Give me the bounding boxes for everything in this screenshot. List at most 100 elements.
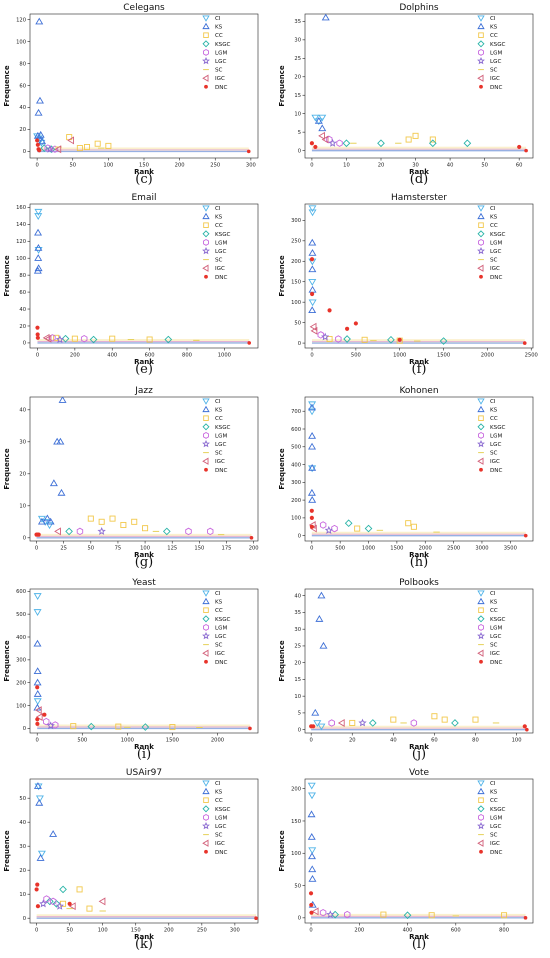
data-point-dnc: [67, 901, 72, 906]
legend-label: CI: [215, 206, 221, 212]
y-tick-label: 80: [19, 61, 26, 67]
data-point-ksgc: [377, 139, 385, 148]
data-point-dnc: [353, 321, 358, 326]
y-axis-label: Frequence: [3, 830, 11, 871]
data-point-ci: [35, 795, 44, 803]
x-tick-label: 600: [145, 353, 155, 359]
x-tick-label: 25: [60, 546, 67, 552]
data-point-dnc: [34, 887, 39, 892]
legend-label: KSGC: [215, 807, 231, 813]
legend-marker-igc: [477, 457, 484, 465]
data-point-cc: [428, 912, 435, 919]
data-point-lgc: [358, 718, 367, 727]
legend-label: KS: [490, 25, 498, 31]
legend-label: SC: [490, 833, 498, 839]
legend-marker-igc: [477, 649, 484, 657]
legend-label: DNC: [490, 660, 502, 666]
legend-label: SC: [215, 643, 223, 649]
legend: CI KS CC KSGC LGM LGC SC IGC DNC: [477, 398, 506, 474]
dnc-tail-point: [246, 149, 251, 154]
x-tick-label: 50: [481, 163, 488, 169]
legend-label: KS: [215, 215, 223, 221]
data-point-ks: [321, 14, 330, 21]
legend-label: CC: [215, 798, 223, 804]
data-point-cc: [53, 334, 60, 341]
x-tick-label: 100: [140, 546, 150, 552]
data-point-ksgc: [439, 337, 448, 345]
legend-marker-ci: [477, 590, 485, 597]
legend-marker-cc: [478, 222, 484, 228]
chart-j: Polbooks 0 20 40 60 80 100 0 5 10 15 20 25 30 35 40 Rank…: [278, 578, 534, 751]
y-tick-label: 200: [291, 259, 301, 265]
legend-marker-dnc: [204, 849, 208, 854]
y-tick-label: 100: [291, 300, 301, 306]
data-point-ks: [307, 810, 316, 818]
chart-k: USAir97 0 50 100 150 200 250 300 0 10 20 30 40 50 Rank…: [3, 768, 259, 941]
y-tick-label: 40: [19, 105, 26, 111]
legend-marker-lgm: [203, 238, 209, 246]
data-point-dnc: [313, 144, 318, 150]
chart-title: Vote: [409, 768, 429, 778]
data-point-cc: [380, 911, 387, 918]
x-tick-label: 0: [35, 546, 38, 552]
legend-label: CC: [490, 798, 498, 804]
plot-frame: [304, 778, 534, 924]
x-tick-label: 20: [349, 738, 356, 744]
panel-caption: (f): [411, 362, 427, 377]
legend-marker-igc: [477, 74, 484, 82]
data-point-ks: [307, 488, 316, 496]
data-area: [33, 208, 252, 345]
data-point-igc: [337, 718, 345, 727]
x-tick-label: 1500: [437, 353, 450, 359]
x-tick-label: 200: [354, 928, 364, 934]
y-tick-label: 600: [291, 427, 301, 433]
data-point-igc: [68, 902, 76, 911]
dnc-tail-point: [524, 148, 528, 153]
legend-label: CI: [490, 206, 496, 212]
legend-label: LGM: [490, 240, 502, 246]
panel-caption: (c): [135, 172, 153, 187]
data-point-cc: [431, 713, 438, 720]
plot-frame: [304, 588, 534, 734]
data-point-dnc: [311, 724, 316, 729]
data-point-cc: [131, 518, 138, 525]
data-point-ks: [35, 17, 44, 25]
data-point-ks: [308, 249, 317, 256]
legend-marker-lgc: [477, 246, 485, 255]
data-point-lgc: [39, 899, 48, 908]
x-tick-label: 0: [35, 163, 38, 169]
data-point-lgc: [45, 144, 55, 153]
data-point-lgm: [331, 524, 338, 533]
legend-label: IGC: [215, 651, 225, 657]
legend-label: SC: [490, 451, 498, 457]
y-axis-label: Frequence: [278, 830, 286, 871]
data-area: [33, 17, 251, 154]
x-tick-label: 40: [447, 163, 454, 169]
legend: CI KS CC KSGC LGM LGC SC IGC DNC: [477, 590, 506, 666]
legend-marker-ks: [477, 787, 485, 795]
data-point-dnc: [309, 902, 314, 907]
data-point-ks: [35, 96, 44, 104]
data-point-cc: [390, 716, 397, 723]
data-point-ci: [308, 847, 317, 855]
chart-title: Kohonen: [399, 386, 438, 396]
legend: CI KS CC KSGC LGM LGC SC IGC DNC: [202, 780, 231, 856]
y-tick-label: 300: [16, 658, 26, 664]
x-tick-label: 200: [164, 928, 174, 934]
legend: CI KS CC KSGC LGM LGC SC IGC DNC: [477, 15, 506, 91]
y-tick-label: 40: [19, 307, 26, 313]
data-point-ksgc: [364, 524, 373, 533]
legend-label: DNC: [490, 275, 502, 281]
data-point-igc: [34, 706, 42, 715]
data-point-ci: [308, 205, 317, 213]
data-point-dnc: [309, 910, 314, 915]
y-tick-label: 15: [294, 677, 301, 683]
legend-label: LGM: [215, 433, 227, 439]
x-tick-label: 3500: [504, 546, 517, 552]
data-point-lgc: [326, 910, 335, 919]
chart-panel-d: Dolphins 0 10 20 30 40 50 60 0 5 10 15 20 25 30 35 Rank F…: [275, 0, 550, 190]
x-tick-label: 0: [309, 928, 312, 934]
legend-marker-dnc: [479, 274, 483, 279]
legend-label: LGM: [215, 815, 227, 821]
